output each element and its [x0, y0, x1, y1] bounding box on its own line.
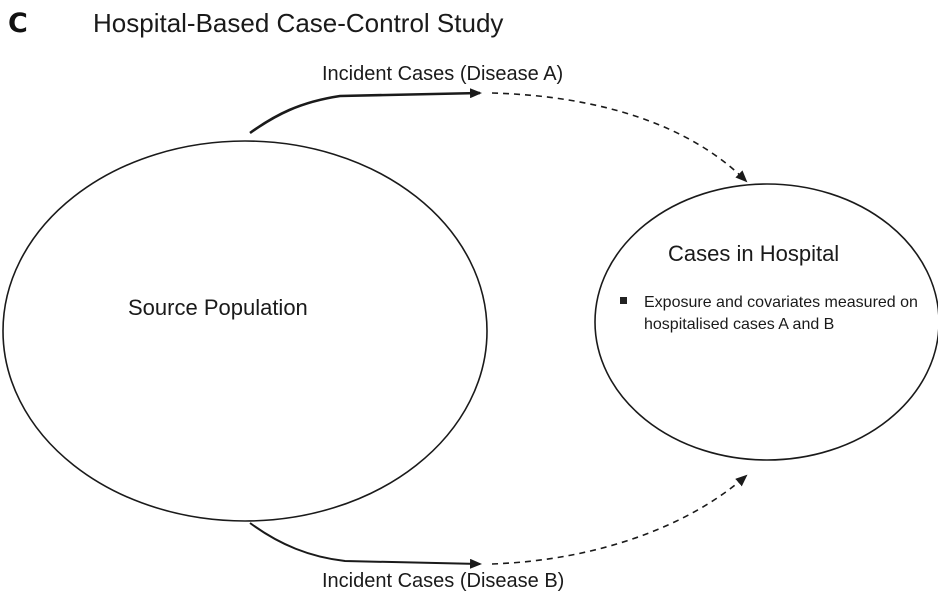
flow-b-solid-arrow [249, 522, 482, 569]
source-population-label: Source Population [128, 295, 308, 320]
cases-in-hospital-ellipse [594, 183, 938, 461]
source-population-ellipse [2, 140, 488, 522]
flow-label-disease-a: Incident Cases (Disease A) [322, 63, 564, 85]
cases-in-hospital-label: Cases in Hospital [668, 241, 840, 266]
flow-a-dashed-arrow [491, 92, 748, 183]
bullet-square-icon [620, 297, 627, 304]
flow-b-dashed-arrow [491, 474, 748, 565]
panel-title: Hospital-Based Case-Control Study [93, 8, 504, 38]
hospital-note-text: Exposure and covariates measured on hosp… [644, 294, 918, 333]
flow-label-disease-b: Incident Cases (Disease B) [322, 570, 565, 592]
panel-letter: C [8, 8, 28, 39]
flow-a-solid-arrow [249, 88, 482, 135]
